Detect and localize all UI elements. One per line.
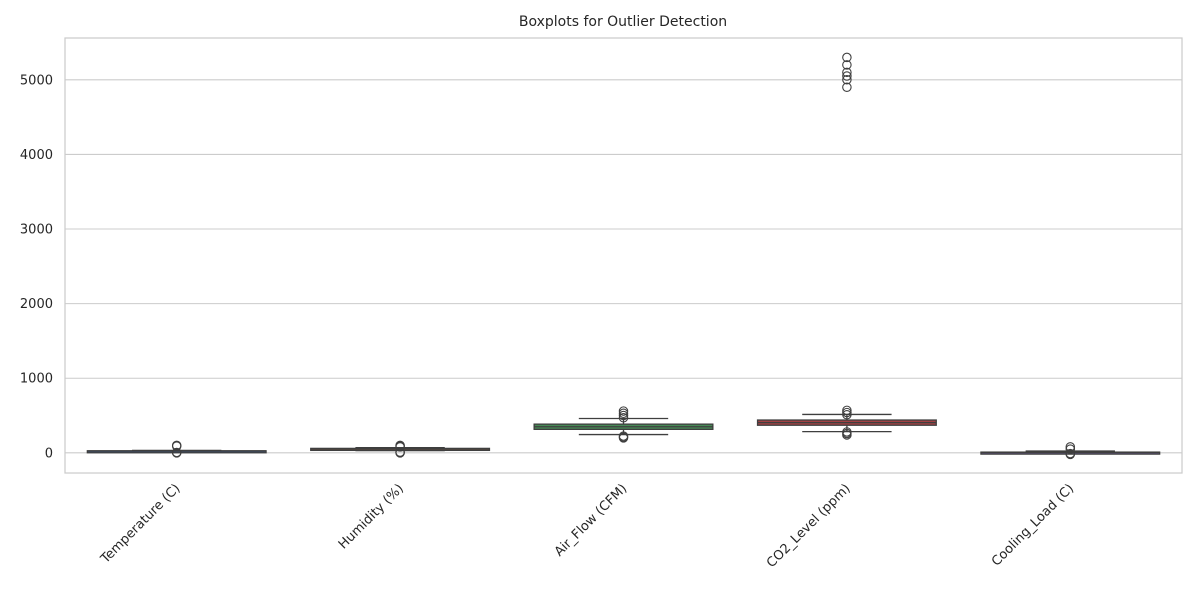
gridlines — [65, 79, 1182, 454]
outlier-point — [618, 413, 629, 423]
outlier-point — [842, 410, 852, 420]
box-5 — [980, 442, 1161, 460]
outlier-point — [842, 427, 852, 437]
outlier-point — [395, 447, 405, 457]
y-tick-label: 0 — [45, 446, 53, 461]
y-axis-tick-labels: 0 1000 2000 3000 4000 5000 — [20, 73, 53, 461]
box-4 — [756, 52, 937, 440]
y-tick-label: 3000 — [20, 223, 53, 238]
plot-frame — [64, 37, 1183, 474]
outlier-point — [618, 406, 629, 416]
outlier-point — [1065, 444, 1076, 454]
outlier-point — [171, 447, 182, 458]
outlier-point — [842, 82, 852, 92]
box-1 — [86, 440, 267, 458]
outlier-point — [842, 71, 852, 81]
y-tick-label: 1000 — [20, 372, 53, 387]
y-tick-label: 2000 — [20, 297, 53, 312]
outlier-point — [395, 440, 405, 451]
box-3 — [533, 406, 714, 443]
x-tick-label: Air_Flow (CFM) — [552, 481, 631, 560]
outlier-point — [618, 431, 629, 441]
x-axis-tick-labels: Temperature (C) Humidity (%) Air_Flow (CFM… — [97, 481, 1077, 571]
y-tick-label: 5000 — [20, 73, 53, 88]
outlier-point — [1065, 448, 1076, 459]
outlier-point — [171, 440, 182, 451]
x-tick-label: CO2_Level (ppm) — [764, 481, 854, 571]
outlier-point — [618, 410, 629, 421]
outlier-point — [842, 75, 852, 85]
outlier-point — [618, 408, 629, 419]
x-tick-label: Humidity (%) — [336, 481, 407, 552]
outlier-point — [842, 405, 852, 416]
outlier-point — [842, 407, 852, 418]
outlier-point — [842, 67, 852, 78]
chart-title: Boxplots for Outlier Detection — [518, 14, 728, 30]
box-2 — [310, 440, 491, 458]
outlier-point — [1065, 442, 1076, 452]
outlier-point — [842, 52, 852, 63]
x-tick-label: Temperature (C) — [97, 481, 183, 567]
y-tick-label: 4000 — [20, 148, 53, 163]
outlier-point — [842, 60, 852, 70]
x-tick-label: Cooling_Load (C) — [989, 481, 1077, 569]
boxes — [86, 52, 1161, 460]
